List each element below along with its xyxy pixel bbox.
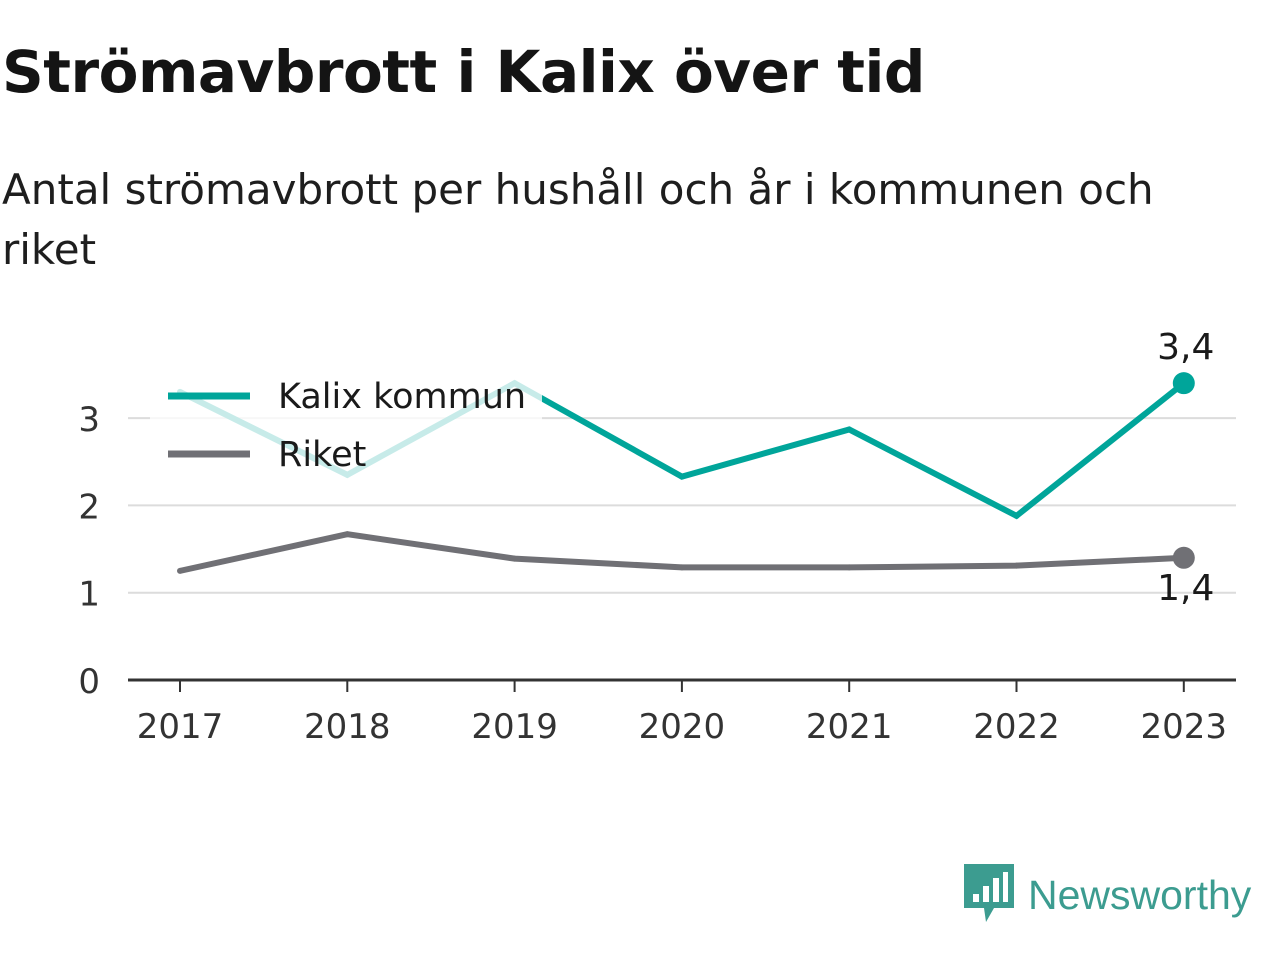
series-end-point-1 <box>1172 546 1195 569</box>
y-tick-label: 3 <box>78 400 100 440</box>
data-point-1-0 <box>177 567 183 574</box>
y-tick-label: 1 <box>78 575 100 615</box>
data-point-0-5 <box>1013 512 1020 519</box>
newsworthy-logo-icon <box>964 864 1014 922</box>
end-value-label-0: 3,4 <box>1157 327 1214 368</box>
x-tick-label: 2023 <box>1141 707 1228 747</box>
chart-title: Strömavbrott i Kalix över tid <box>2 38 925 106</box>
legend-background <box>150 362 542 494</box>
x-tick-label: 2021 <box>806 707 893 747</box>
data-point-1-1 <box>344 531 351 538</box>
data-point-0-4 <box>846 426 853 433</box>
y-tick-label: 0 <box>78 662 100 702</box>
legend: Kalix kommun Riket <box>150 362 542 494</box>
x-tick-label: 2020 <box>639 707 726 747</box>
y-tick-label: 2 <box>78 487 100 527</box>
data-point-1-4 <box>846 564 853 571</box>
end-labels: 3,4 1,4 <box>1157 327 1214 609</box>
data-point-1-2 <box>511 555 518 562</box>
data-point-0-3 <box>678 473 685 480</box>
legend-label-0: Kalix kommun <box>278 377 526 417</box>
y-axis-ticks: 0 1 2 3 <box>78 400 100 702</box>
x-tick-label: 2022 <box>973 707 1060 747</box>
x-tick-label: 2019 <box>471 707 558 747</box>
data-point-1-5 <box>1013 562 1020 569</box>
newsworthy-brand: Newsworthy <box>964 862 1251 928</box>
legend-label-1: Riket <box>278 435 366 475</box>
data-point-1-3 <box>678 564 685 571</box>
series-end-point-0 <box>1172 372 1195 395</box>
x-axis: 2017 2018 2019 2020 2021 2022 2023 <box>128 678 1236 747</box>
x-tick-label: 2018 <box>304 707 391 747</box>
chart-subtitle: Antal strömavbrott per hushåll och år i … <box>2 165 1154 274</box>
brand-name: Newsworthy <box>1028 871 1252 918</box>
end-value-label-1: 1,4 <box>1157 568 1214 609</box>
x-tick-label: 2017 <box>137 707 224 747</box>
